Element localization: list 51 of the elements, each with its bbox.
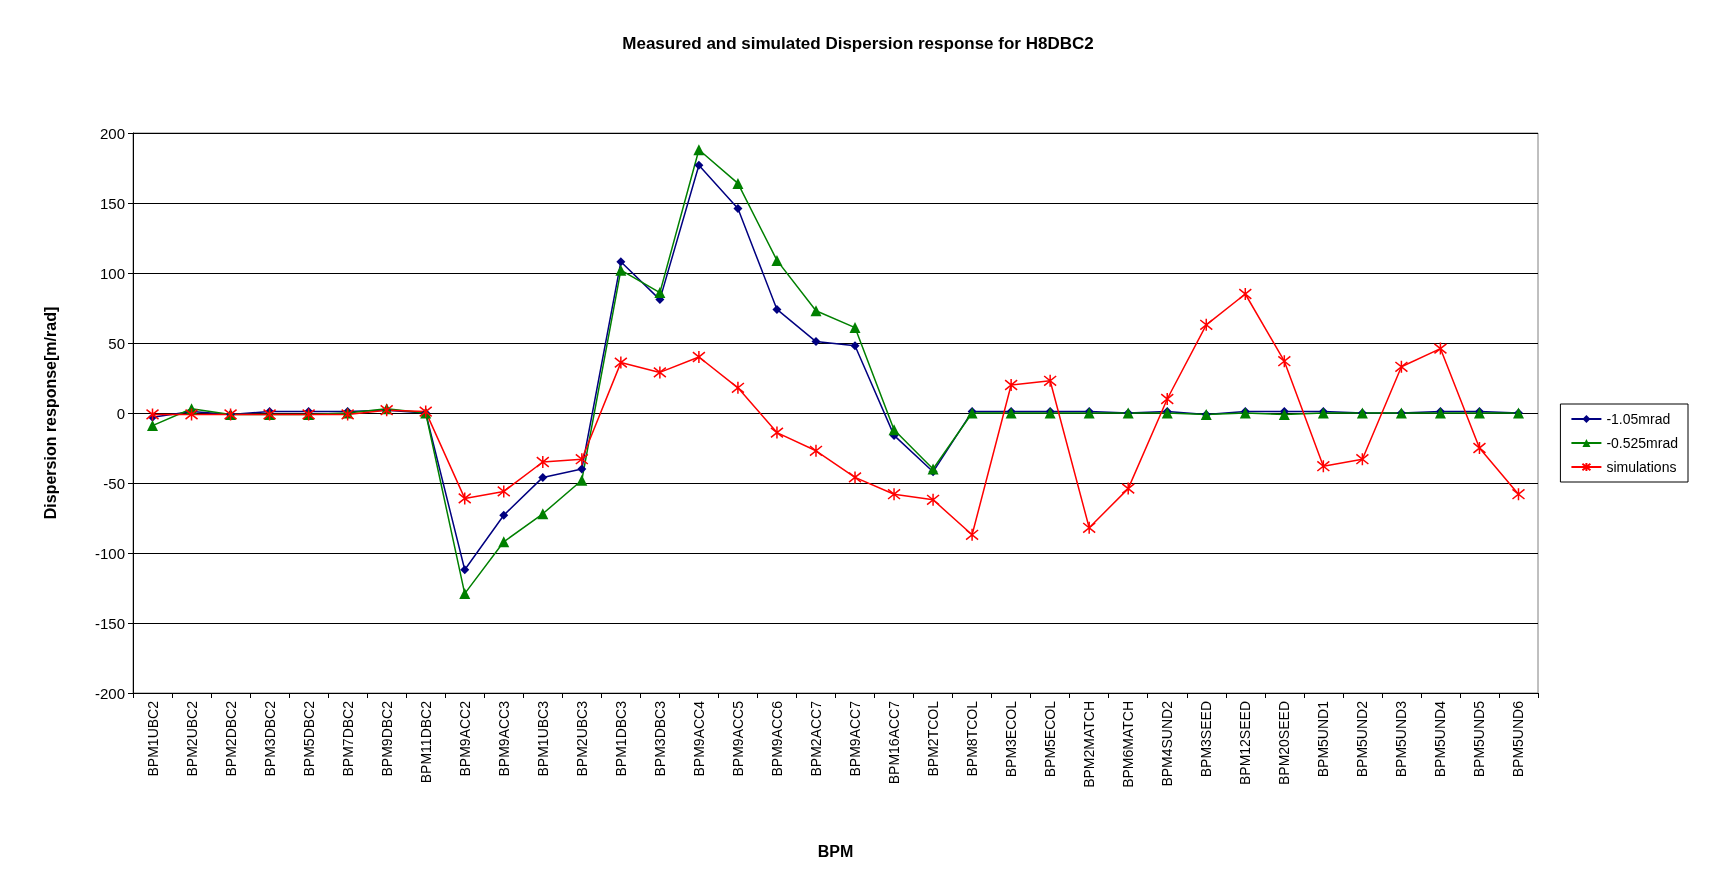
- x-tick-label: BPM11DBC2: [417, 700, 434, 784]
- x-tick-label: BPM7DBC2: [339, 700, 356, 777]
- x-tick-label: BPM2TCOL: [925, 700, 942, 777]
- x-tick-label: BPM5UND6: [1510, 700, 1527, 778]
- x-tick-label: BPM3DBC2: [261, 700, 278, 777]
- x-tick-label: BPM9ACC7: [847, 700, 864, 777]
- x-tick-label: BPM9ACC2: [456, 700, 473, 777]
- x-tick-label: BPM5UND5: [1471, 700, 1488, 778]
- x-tick-label: BPM9ACC6: [768, 700, 785, 777]
- x-tick-label: BPM3ECOL: [1003, 700, 1020, 778]
- y-tick-label: -150: [94, 614, 125, 632]
- x-tick-label: BPM9ACC4: [690, 700, 707, 777]
- x-tick-label: BPM9ACC5: [729, 700, 746, 777]
- x-tick-label: BPM8TCOL: [964, 700, 981, 777]
- x-tick-label: BPM1UBC2: [144, 700, 161, 777]
- x-tick-label: BPM16ACC7: [886, 700, 903, 785]
- y-axis-title: Dispersion response[m/rad]: [41, 306, 59, 520]
- x-tick-label: BPM5UND1: [1315, 700, 1332, 778]
- x-tick-label: BPM2ACC7: [807, 700, 824, 777]
- x-tick-label: BPM9DBC2: [378, 700, 395, 777]
- x-tick-label: BPM1UBC3: [534, 700, 551, 777]
- x-axis-title: BPM: [817, 842, 854, 860]
- x-tick-label: BPM2UBC3: [573, 700, 590, 777]
- x-tick-label: BPM1DBC3: [612, 700, 629, 777]
- x-tick-label: BPM20SEED: [1276, 701, 1293, 786]
- y-tick-label: 50: [108, 334, 125, 352]
- y-tick-label: -100: [94, 544, 125, 562]
- y-tick-label: 200: [99, 124, 125, 142]
- x-tick-label: BPM5UND4: [1432, 700, 1449, 778]
- x-tick-label: BPM5ECOL: [1042, 700, 1059, 778]
- y-tick-label: -50: [103, 474, 125, 492]
- chart-title: Measured and simulated Dispersion response for H8DBC2: [622, 34, 1094, 53]
- x-tick-label: BPM9ACC3: [495, 700, 512, 777]
- x-tick-label: BPM4SUND2: [1159, 700, 1176, 787]
- y-tick-label: 0: [116, 404, 125, 422]
- x-tick-label: BPM3SEED: [1198, 701, 1215, 778]
- y-tick-label: 150: [99, 194, 125, 212]
- x-tick-label: BPM3DBC3: [651, 700, 668, 777]
- legend-label: simulations: [1606, 459, 1677, 475]
- x-tick-label: BPM5UND3: [1393, 700, 1410, 778]
- x-tick-label: BPM6MATCH: [1120, 701, 1137, 788]
- legend-label: -0.525mrad: [1606, 435, 1678, 451]
- legend-label: -1.05mrad: [1606, 411, 1671, 427]
- x-tick-label: BPM12SEED: [1237, 701, 1254, 786]
- x-tick-label: BPM2DBC2: [222, 700, 239, 777]
- x-tick-label: BPM2UBC2: [183, 700, 200, 777]
- x-tick-label: BPM5DBC2: [300, 700, 317, 777]
- y-tick-label: -200: [94, 684, 125, 702]
- y-tick-label: 100: [99, 264, 125, 282]
- x-tick-label: BPM2MATCH: [1081, 701, 1098, 788]
- x-tick-label: BPM5UND2: [1354, 700, 1371, 778]
